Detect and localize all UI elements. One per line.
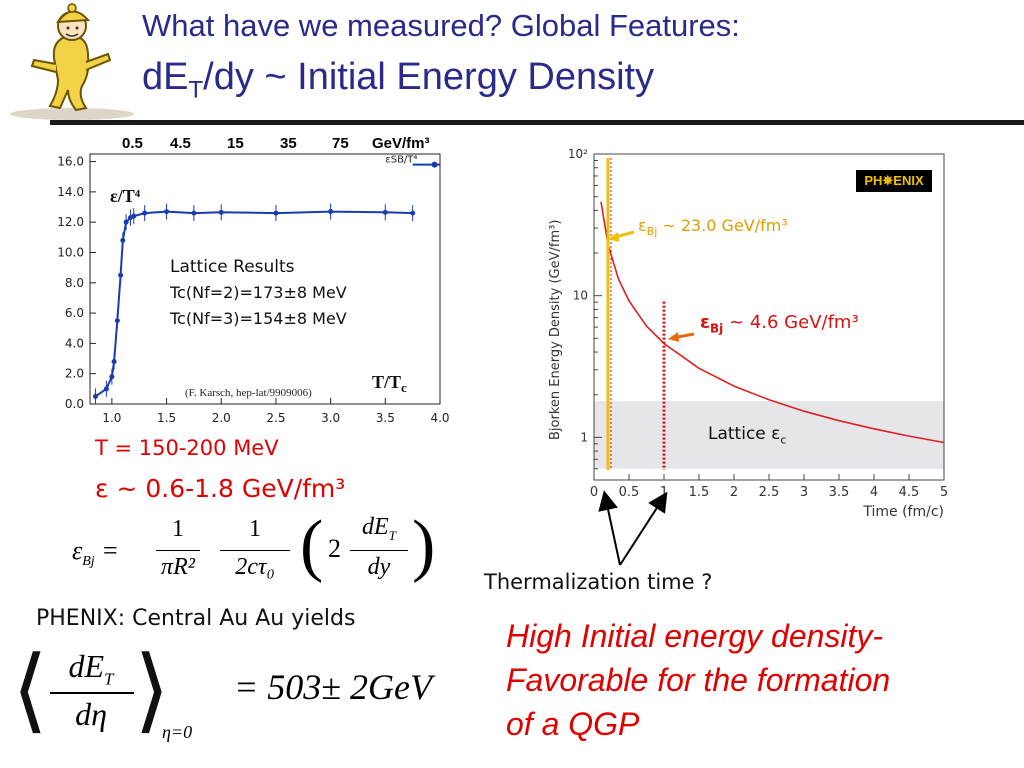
data-point xyxy=(123,219,129,225)
arrow-orange-head xyxy=(668,332,679,342)
slide-title-line2: dET/dy ~ Initial Energy Density xyxy=(142,56,655,104)
data-point xyxy=(410,210,416,216)
x-tick-label: 3.5 xyxy=(376,411,395,425)
y-tick-label: 12.0 xyxy=(57,215,84,229)
x-tick-label: 1.5 xyxy=(689,485,710,500)
y-tick-label: 6.0 xyxy=(65,306,84,320)
legend-title: Lattice Results xyxy=(170,257,295,277)
title-divider xyxy=(50,120,1024,125)
x-tick-label: 2.5 xyxy=(266,411,285,425)
sb-label: εSB/T⁴ xyxy=(385,155,417,166)
temperature-range: T = 150-200 MeV xyxy=(95,436,279,460)
lattice-band-label: Lattice εc xyxy=(708,424,787,447)
x-tick-label: 3.0 xyxy=(321,411,340,425)
data-point xyxy=(164,209,170,215)
x-tick-label: 2 xyxy=(730,485,738,500)
phenix-yields-label: PHENIX: Central Au Au yields xyxy=(36,606,356,631)
x-tick-label: 1.0 xyxy=(102,411,121,425)
dEt-deta-formula: ⟨ dET dη ⟩ η=0 = 503± 2GeV xyxy=(12,639,433,742)
thermalization-label: Thermalization time ? xyxy=(484,570,713,594)
x-tick-label: 3 xyxy=(800,485,808,500)
lattice-x-label: T/Tc xyxy=(372,372,407,395)
data-point xyxy=(118,272,124,278)
bjorken-curve xyxy=(600,201,945,444)
x-tick-label: 2.5 xyxy=(759,485,780,500)
y-tick-label: 10² xyxy=(568,147,588,161)
bjorken-formula: εBj = 1 πR² 1 2cτ₀ ( 2 dET dy ) xyxy=(72,507,436,584)
lattice-y-label: ε/T⁴ xyxy=(110,186,141,206)
y-tick-label: 14.0 xyxy=(57,185,84,199)
data-point xyxy=(328,209,334,215)
lattice-band xyxy=(594,401,944,469)
data-point xyxy=(120,237,126,243)
x-tick-label: 5 xyxy=(940,485,948,500)
scale-label: 15 xyxy=(227,135,244,152)
conclusion-line: of a QGP xyxy=(506,706,640,742)
arrow-yellow-head xyxy=(608,232,619,242)
x-tick-label: 0.5 xyxy=(619,485,640,500)
data-point xyxy=(109,374,115,380)
x-tick-label: 4.5 xyxy=(899,485,920,500)
scale-label: GeV/fm³ xyxy=(372,135,430,152)
slide-title-line1: What have we measured? Global Features: xyxy=(142,8,740,43)
x-tick-label: 4.0 xyxy=(430,411,449,425)
sb-limit-point xyxy=(431,161,438,168)
scale-label: 75 xyxy=(332,135,349,152)
phenix-logo: PH✵ENIX xyxy=(856,170,932,192)
conclusion-line: High Initial energy density- xyxy=(506,618,884,654)
y-tick-label: 10.0 xyxy=(57,245,84,259)
data-point xyxy=(218,209,224,215)
scale-label: 35 xyxy=(280,135,297,152)
lattice-curve xyxy=(94,210,413,398)
x-tick-label: 4 xyxy=(870,485,878,500)
cartoon-mascot-image xyxy=(10,3,134,120)
conclusion-line: Favorable for the formation xyxy=(506,662,891,698)
annotation-yellow: εBj ~ 23.0 GeV/fm³ xyxy=(638,216,788,239)
data-point xyxy=(111,359,117,365)
y-tick-label: 16.0 xyxy=(57,155,84,169)
x-tick-label: 3.5 xyxy=(829,485,850,500)
epsilon-range: ε ~ 0.6-1.8 GeV/fm³ xyxy=(95,474,346,503)
data-point xyxy=(273,210,279,216)
y-tick-label: 8.0 xyxy=(65,276,84,290)
legend-line: Tc(Nf=2)=173±8 MeV xyxy=(169,283,347,302)
bjorken-y-axis-label: Bjorken Energy Density (GeV/fm³) xyxy=(548,219,563,440)
annotation-red: εBj ~ 4.6 GeV/fm³ xyxy=(700,312,859,336)
scale-label: 4.5 xyxy=(170,135,191,152)
citation: (F. Karsch, hep-lat/9909006) xyxy=(185,387,312,399)
conclusion-text: High Initial energy density- Favorable f… xyxy=(506,614,890,746)
y-tick-label: 10 xyxy=(573,289,588,303)
thermalization-arrows xyxy=(598,490,668,566)
data-point xyxy=(382,209,388,215)
legend-line: Tc(Nf=3)=154±8 MeV xyxy=(169,309,347,328)
y-tick-label: 0.0 xyxy=(65,397,84,411)
data-point xyxy=(92,393,98,399)
y-tick-label: 2.0 xyxy=(65,367,84,381)
bjorken-x-label: Time (fm/c) xyxy=(862,504,944,520)
y-tick-label: 1 xyxy=(580,430,588,444)
data-point xyxy=(103,386,109,392)
data-point xyxy=(142,210,148,216)
x-tick-label: 2.0 xyxy=(212,411,231,425)
lattice-chart: 16.0 14.0 12.0 10.0 8.0 6.0 4.0 2.0 0.0 1.0 1.5 2.0… xyxy=(57,153,450,425)
y-tick-label: 4.0 xyxy=(65,336,84,350)
plot-frame xyxy=(89,153,441,405)
x-tick-label: 0 xyxy=(590,485,598,500)
scale-label: 0.5 xyxy=(122,135,143,152)
data-point xyxy=(114,318,120,324)
x-tick-label: 1.5 xyxy=(157,411,176,425)
data-point xyxy=(191,210,197,216)
data-point xyxy=(131,213,137,219)
